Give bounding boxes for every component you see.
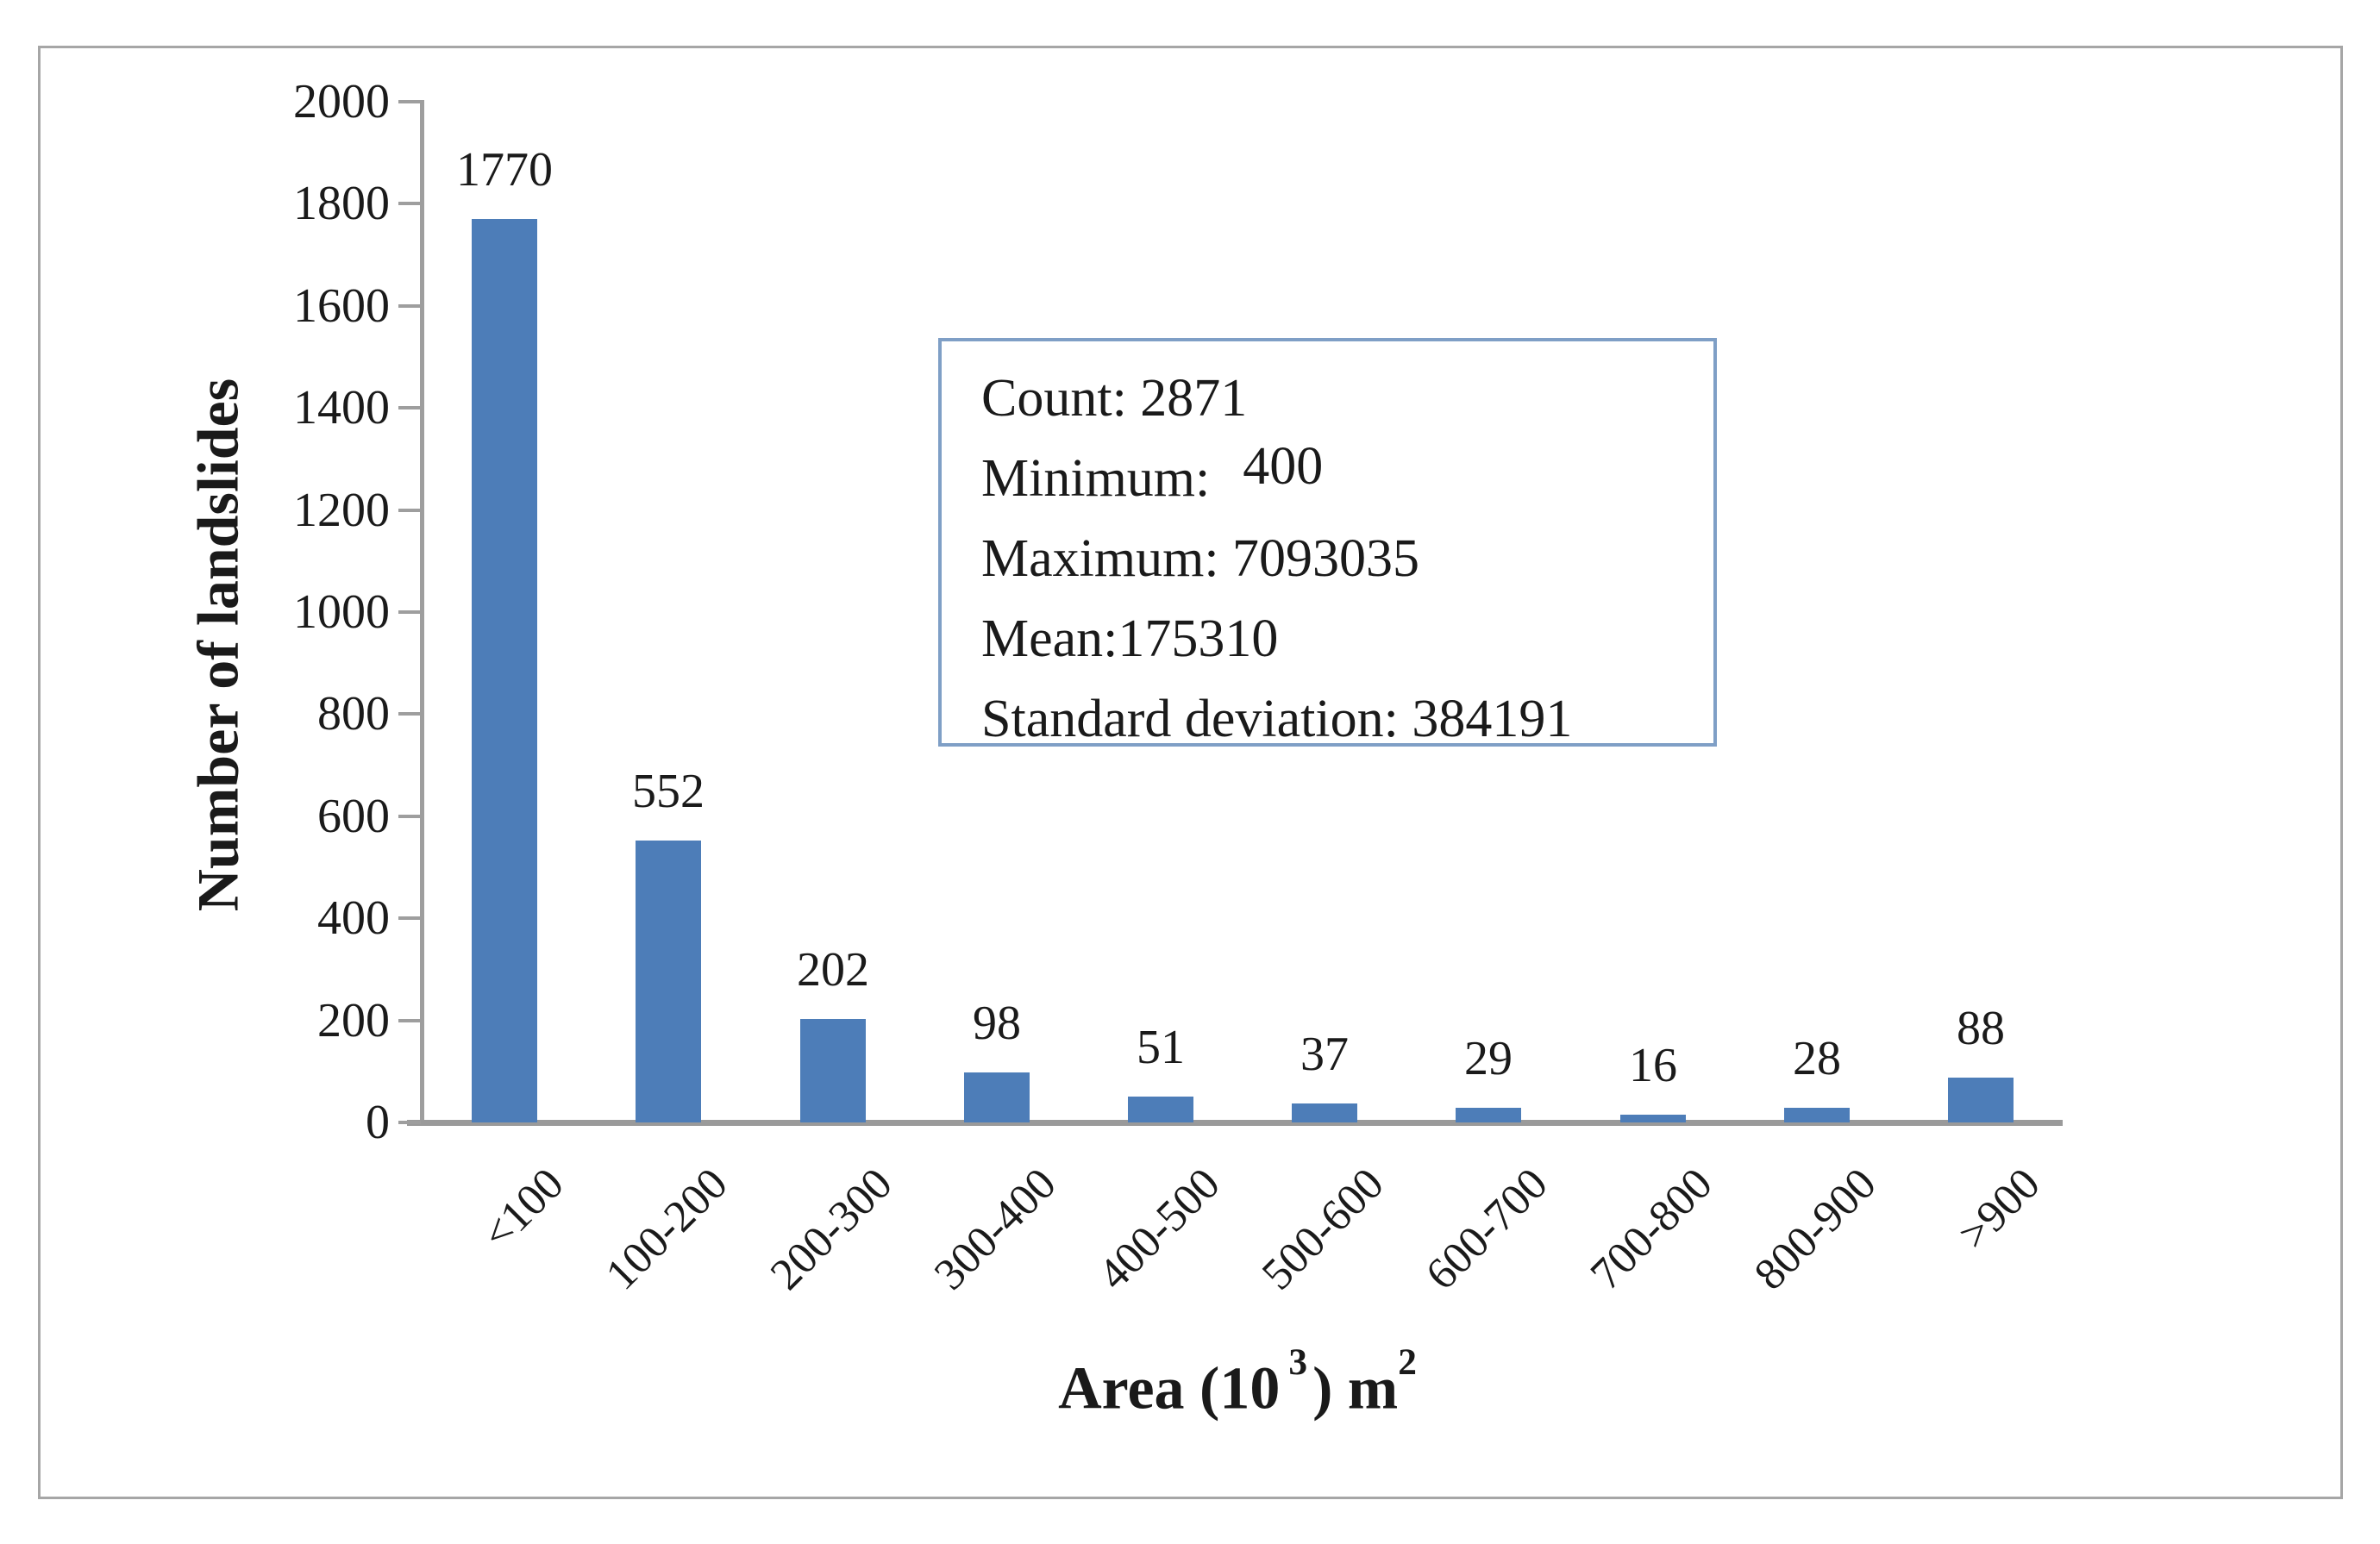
bar-value-label: 98 xyxy=(973,997,1021,1050)
bar-value-label: 37 xyxy=(1300,1028,1349,1081)
bar-value-label: 202 xyxy=(797,943,869,997)
stat-minimum-value: 400 xyxy=(1243,437,1324,496)
stat-count: Count: 2871 xyxy=(981,369,1248,428)
y-tick-label: 200 xyxy=(317,994,390,1047)
y-tick xyxy=(398,202,421,205)
y-tick-label: 0 xyxy=(366,1096,390,1149)
bar xyxy=(1128,1097,1193,1122)
bar-value-label: 16 xyxy=(1629,1039,1677,1092)
bar xyxy=(964,1072,1030,1122)
y-tick-label: 2000 xyxy=(293,75,390,128)
y-tick-label: 600 xyxy=(317,790,390,843)
x-axis-title-text2: ) m xyxy=(1312,1355,1399,1422)
y-tick-label: 1800 xyxy=(293,177,390,230)
bar xyxy=(472,219,537,1122)
y-tick xyxy=(398,610,421,614)
y-tick-label: 1400 xyxy=(293,381,390,434)
bar-value-label: 1770 xyxy=(456,143,553,197)
y-tick xyxy=(398,1121,421,1124)
stat-mean: Mean:175310 xyxy=(981,609,1279,668)
y-tick xyxy=(398,712,421,716)
bar xyxy=(1456,1108,1521,1122)
x-axis-title-superscript-2: 2 xyxy=(1398,1341,1417,1383)
bar-value-label: 28 xyxy=(1793,1032,1841,1085)
stat-minimum-label: Minimum: xyxy=(981,449,1211,508)
bar-value-label: 51 xyxy=(1137,1021,1185,1074)
y-tick xyxy=(398,304,421,308)
x-axis-title: Area (10 3) m2 xyxy=(1058,1341,1417,1423)
y-tick-label: 1600 xyxy=(293,279,390,333)
stat-minimum: Minimum: 400 xyxy=(981,437,1705,519)
y-tick-label: 1000 xyxy=(293,585,390,639)
y-tick-label: 1200 xyxy=(293,484,390,537)
bar-value-label: 88 xyxy=(1957,1002,2005,1055)
y-tick xyxy=(398,100,421,103)
stat-maximum: Maximum: 7093035 xyxy=(981,529,1420,588)
figure-border xyxy=(38,46,2343,1499)
bar xyxy=(636,841,701,1122)
bar xyxy=(1948,1078,2014,1122)
bar-value-label: 552 xyxy=(632,765,705,818)
y-tick xyxy=(398,1019,421,1022)
bar xyxy=(800,1019,866,1122)
x-axis-title-superscript-3: 3 xyxy=(1288,1341,1308,1383)
y-axis-line xyxy=(420,100,424,1124)
y-tick xyxy=(398,406,421,409)
bar xyxy=(1620,1115,1686,1122)
y-tick-label: 800 xyxy=(317,687,390,741)
y-tick xyxy=(398,815,421,818)
x-axis-line xyxy=(407,1120,2063,1126)
stat-standard-deviation: Standard deviation: 384191 xyxy=(981,690,1573,748)
y-tick xyxy=(398,509,421,512)
bar xyxy=(1292,1103,1357,1122)
bar-value-label: 29 xyxy=(1464,1032,1513,1085)
y-tick xyxy=(398,916,421,920)
x-axis-title-text: Area (10 xyxy=(1058,1355,1281,1422)
bar xyxy=(1784,1108,1850,1122)
statistics-annotation-box: Count: 2871 Minimum: 400 Maximum: 7093035… xyxy=(938,338,1717,748)
y-tick-label: 400 xyxy=(317,891,390,945)
